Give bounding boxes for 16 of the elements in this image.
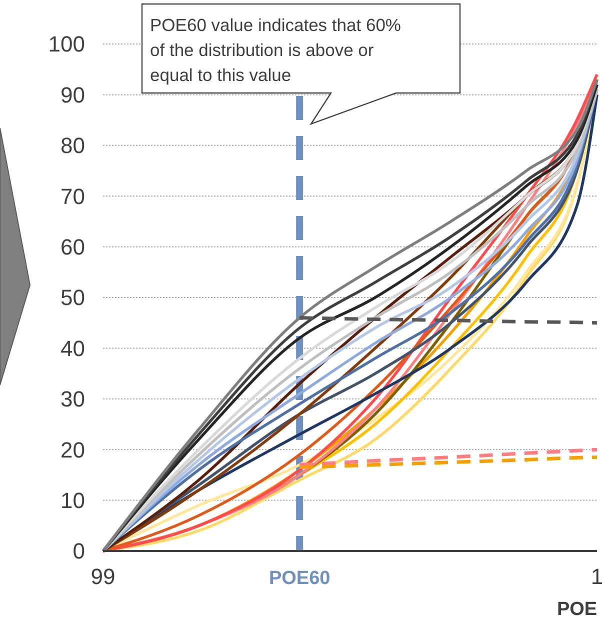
x-tick-label: 1 xyxy=(590,564,604,589)
y-tick-label: 90 xyxy=(60,82,85,108)
y-tick-label: 80 xyxy=(60,133,85,158)
y-tick-label: 10 xyxy=(60,488,85,513)
x-axis-title: POE xyxy=(556,599,598,620)
y-tick-label: 20 xyxy=(60,437,85,462)
y-tick-label: 100 xyxy=(48,32,85,57)
annotation: POE60 value indicates that 60% of the distribution is above or equal to this value xyxy=(150,15,401,85)
y-tick-label: 40 xyxy=(60,336,85,361)
y-tick-label: 50 xyxy=(60,285,85,310)
y-tick-label: 60 xyxy=(60,234,85,260)
y-tick-label: 70 xyxy=(60,184,85,209)
y-tick-label: 0 xyxy=(72,538,85,564)
x-tick-label: 99 xyxy=(90,564,116,589)
y-tick-label: 30 xyxy=(60,386,85,412)
x-tick-label: POE60 xyxy=(268,568,330,589)
